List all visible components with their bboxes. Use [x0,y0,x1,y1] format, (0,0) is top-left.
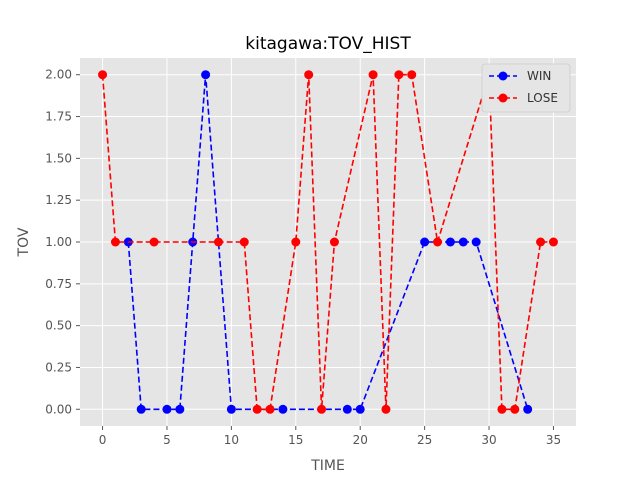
chart-title: kitagawa:TOV_HIST [245,34,411,54]
data-point-lose [110,237,120,247]
y-axis: 0.00 0.25 0.50 0.75 1.00 1.25 1.50 1.75 2.00 [45,68,80,416]
y-tick-label: 2.00 [45,68,72,82]
data-point-lose [536,237,546,247]
data-point-lose [317,404,327,414]
data-point-lose [407,70,417,80]
x-tick-label: 30 [481,433,496,447]
x-tick-label: 0 [99,433,107,447]
x-axis: 0 5 10 15 20 25 30 35 [99,426,561,447]
x-tick-label: 25 [417,433,432,447]
data-point-lose [381,404,391,414]
data-point-win [278,404,288,414]
x-tick-label: 20 [353,433,368,447]
data-point-lose [252,404,262,414]
y-tick-label: 0.50 [45,319,72,333]
data-point-lose [433,237,443,247]
data-point-lose [265,404,275,414]
data-point-win [471,237,481,247]
y-tick-label: 0.00 [45,402,72,416]
y-tick-label: 1.00 [45,235,72,249]
data-point-lose [149,237,159,247]
legend-marker-win [498,71,508,81]
data-point-win [175,404,185,414]
data-point-lose [304,70,314,80]
y-tick-label: 1.50 [45,151,72,165]
data-point-win [201,70,211,80]
y-tick-label: 0.75 [45,277,72,291]
data-point-win [226,404,236,414]
data-point-win [355,404,365,414]
data-point-win [523,404,533,414]
data-point-win [420,237,430,247]
data-point-lose [291,237,301,247]
data-point-win [458,237,468,247]
y-tick-label: 1.75 [45,110,72,124]
data-point-lose [213,237,223,247]
y-tick-label: 1.25 [45,193,72,207]
data-point-lose [497,404,507,414]
data-point-lose [510,404,520,414]
x-tick-label: 10 [224,433,239,447]
data-point-lose [239,237,249,247]
data-point-lose [368,70,378,80]
data-point-lose [329,237,339,247]
legend-label-lose: LOSE [527,91,558,105]
x-axis-label: TIME [310,458,345,474]
y-tick-label: 0.25 [45,360,72,374]
data-point-lose [394,70,404,80]
data-point-win [136,404,146,414]
legend-marker-lose [498,93,508,103]
data-point-lose [98,70,108,80]
data-point-lose [548,237,558,247]
data-point-win [342,404,352,414]
x-tick-label: 15 [288,433,303,447]
x-tick-label: 35 [546,433,561,447]
data-point-win [162,404,172,414]
x-tick-label: 5 [163,433,171,447]
legend-label-win: WIN [527,69,551,83]
y-axis-label: TOV [16,227,32,257]
data-point-win [445,237,455,247]
legend: WIN LOSE [481,63,571,113]
